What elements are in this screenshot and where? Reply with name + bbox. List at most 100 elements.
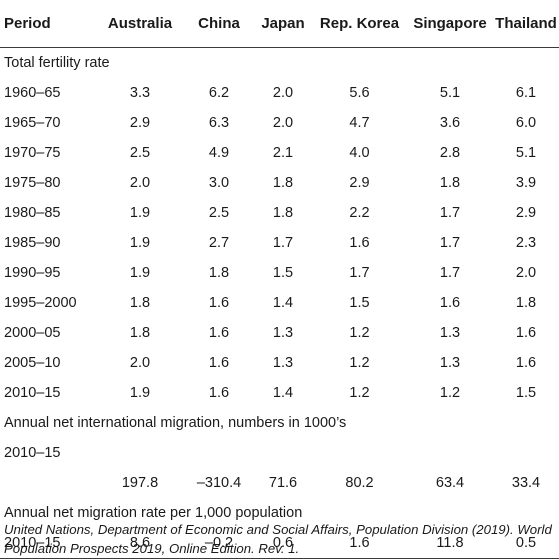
table-cell: 1.5 bbox=[515, 385, 537, 401]
table-cell: 2.9 bbox=[129, 115, 151, 131]
table-cell: 2.5 bbox=[208, 205, 230, 221]
table-cell: 33.4 bbox=[511, 475, 541, 491]
section-rate-label: Annual net migration rate per 1,000 popu… bbox=[4, 505, 303, 521]
table-row: 2010–15 8.6 –0.2 0.6 1.6 11.8 0.5 bbox=[0, 528, 559, 559]
table-cell: 1975–80 bbox=[4, 175, 61, 191]
table-cell: 1.6 bbox=[515, 355, 537, 371]
section-migration-label: Annual net international migration, numb… bbox=[4, 415, 347, 431]
table-cell: 1985–90 bbox=[4, 235, 61, 251]
table-cell: 1.5 bbox=[272, 265, 294, 281]
table-cell: 1960–65 bbox=[4, 85, 61, 101]
table-cell: 6.2 bbox=[208, 85, 230, 101]
table-cell: 1.3 bbox=[272, 355, 294, 371]
table-cell: 5.1 bbox=[515, 145, 537, 161]
table-row: 1975–80 2.0 3.0 1.8 2.9 1.8 3.9 bbox=[0, 168, 559, 198]
header-singapore: Singapore bbox=[413, 15, 487, 32]
table-cell: 1.8 bbox=[272, 205, 294, 221]
table-row: 2000–05 1.8 1.6 1.3 1.2 1.3 1.6 bbox=[0, 318, 559, 348]
table-row: 1970–75 2.5 4.9 2.1 4.0 2.8 5.1 bbox=[0, 138, 559, 168]
table-cell: 197.8 bbox=[121, 475, 159, 491]
section-row: Total fertility rate bbox=[0, 48, 559, 79]
table-cell: 1.3 bbox=[439, 355, 461, 371]
table-cell: 4.9 bbox=[208, 145, 230, 161]
table-cell: 1.8 bbox=[439, 175, 461, 191]
table-cell: 1.9 bbox=[129, 205, 151, 221]
table-cell: 4.7 bbox=[349, 115, 370, 131]
table-cell: 8.6 bbox=[129, 535, 151, 551]
table-cell: 1.8 bbox=[272, 175, 294, 191]
table-cell: 2.0 bbox=[515, 265, 537, 281]
table-cell: 1.6 bbox=[349, 235, 370, 251]
table-row: 1990–95 1.9 1.8 1.5 1.7 1.7 2.0 bbox=[0, 258, 559, 288]
table-row: 2005–10 2.0 1.6 1.3 1.2 1.3 1.6 bbox=[0, 348, 559, 378]
table-cell: 6.0 bbox=[515, 115, 537, 131]
table-cell: 1.7 bbox=[272, 235, 294, 251]
table-cell: 2000–05 bbox=[4, 325, 61, 341]
table-cell: 1.8 bbox=[129, 325, 151, 341]
source-note: United Nations, Department of Economic a… bbox=[4, 522, 552, 556]
table-cell: 0.5 bbox=[515, 535, 537, 551]
table-cell: 1.2 bbox=[349, 385, 370, 401]
table-cell: 63.4 bbox=[435, 475, 465, 491]
table-cell: 1.2 bbox=[349, 355, 370, 371]
section-tfr-label: Total fertility rate bbox=[4, 55, 110, 71]
table-cell: 4.0 bbox=[349, 145, 370, 161]
table-cell: 1.6 bbox=[349, 535, 370, 551]
table-cell: 2010–15 bbox=[4, 385, 61, 401]
table-cell: 1.8 bbox=[129, 295, 151, 311]
table-cell: 5.1 bbox=[439, 85, 461, 101]
table-cell: 1.6 bbox=[208, 355, 230, 371]
table-cell: 1.9 bbox=[129, 265, 151, 281]
table-cell: 1990–95 bbox=[4, 265, 61, 281]
table-cell: 3.3 bbox=[129, 85, 151, 101]
table-cell: 1.4 bbox=[272, 295, 294, 311]
section-row: Annual net migration rate per 1,000 popu… bbox=[0, 498, 559, 528]
table-row: 197.8 –310.4 71.6 80.2 63.4 33.4 bbox=[0, 468, 559, 498]
header-thailand: Thailand bbox=[495, 15, 557, 32]
table-cell: 2.3 bbox=[515, 235, 537, 251]
table-cell: 1.5 bbox=[349, 295, 370, 311]
table-cell: 3.0 bbox=[208, 175, 230, 191]
table-cell: 2.0 bbox=[129, 355, 151, 371]
table-cell: 1970–75 bbox=[4, 145, 61, 161]
header-japan: Japan bbox=[261, 15, 305, 32]
table-cell: 1965–70 bbox=[4, 115, 61, 131]
table-cell: 1.6 bbox=[439, 295, 461, 311]
table-cell: 1.7 bbox=[439, 235, 461, 251]
table-cell: 2005–10 bbox=[4, 355, 61, 371]
table-cell: 3.9 bbox=[515, 175, 537, 191]
table-cell: 1.2 bbox=[439, 385, 461, 401]
table-cell: 1.2 bbox=[349, 325, 370, 341]
table-cell: 11.8 bbox=[436, 535, 464, 551]
table-cell: 1.7 bbox=[439, 205, 461, 221]
table-cell: 1.7 bbox=[349, 265, 370, 281]
table-cell: 80.2 bbox=[345, 475, 374, 491]
table-cell: 1980–85 bbox=[4, 205, 61, 221]
table-row: 1995–2000 1.8 1.6 1.4 1.5 1.6 1.8 bbox=[0, 288, 559, 318]
table-cell: 2.0 bbox=[272, 115, 294, 131]
table-cell: 1.6 bbox=[515, 325, 537, 341]
table-row: 2010–15 1.9 1.6 1.4 1.2 1.2 1.5 bbox=[0, 378, 559, 408]
table-row: 2010–15 bbox=[0, 438, 559, 468]
header-australia: Australia bbox=[107, 15, 173, 32]
table-cell: 1.3 bbox=[272, 325, 294, 341]
table-cell: 2010–15 bbox=[4, 535, 61, 551]
table-cell: 5.6 bbox=[349, 85, 370, 101]
table-cell: 1.9 bbox=[129, 385, 151, 401]
table-cell: 2.9 bbox=[515, 205, 537, 221]
table-cell: 1.6 bbox=[208, 295, 230, 311]
table-cell: 1.8 bbox=[208, 265, 230, 281]
table-cell bbox=[0, 468, 96, 498]
table-row: 1960–65 3.3 6.2 2.0 5.6 5.1 6.1 bbox=[0, 78, 559, 108]
table-row: 1985–90 1.9 2.7 1.7 1.6 1.7 2.3 bbox=[0, 228, 559, 258]
table-cell: 3.6 bbox=[439, 115, 461, 131]
table-cell: 2.0 bbox=[272, 85, 294, 101]
table-cell: 1.9 bbox=[129, 235, 151, 251]
table-cell: 1.6 bbox=[208, 385, 230, 401]
table-row: 1965–70 2.9 6.3 2.0 4.7 3.6 6.0 bbox=[0, 108, 559, 138]
table-row: 1980–85 1.9 2.5 1.8 2.2 1.7 2.9 bbox=[0, 198, 559, 228]
table-cell: 1.3 bbox=[439, 325, 461, 341]
table-cell: 0.6 bbox=[272, 535, 294, 551]
